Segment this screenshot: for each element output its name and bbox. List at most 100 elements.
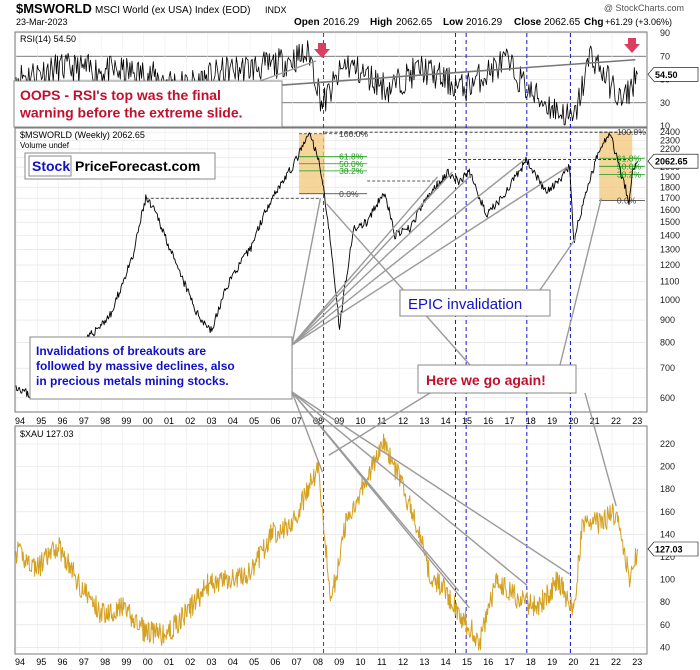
x-tick-label: 02 — [185, 416, 195, 426]
x-tick-label: 97 — [79, 657, 89, 667]
here-we-go-pointer — [326, 203, 471, 366]
msworld-series-line — [15, 132, 638, 400]
epic-text: EPIC invalidation — [408, 296, 522, 313]
x-tick-label: 11 — [377, 657, 386, 667]
y-tick-label: 2200 — [660, 144, 680, 154]
fib-label: 0.0% — [339, 189, 359, 199]
y-tick-label: 600 — [660, 393, 675, 403]
y-tick-label: 140 — [660, 529, 675, 539]
last-value-label: 127.03 — [655, 545, 683, 555]
arrow-down-icon — [314, 43, 330, 58]
x-tick-label: 09 — [334, 416, 344, 426]
fib-label: 61.8% — [339, 152, 364, 162]
y-tick-label: 1600 — [660, 205, 680, 215]
x-tick-label: 94 — [15, 416, 25, 426]
chart-exchange: INDX — [265, 5, 287, 15]
invalidations-text: Invalidations of breakouts are followed b… — [36, 344, 235, 388]
y-tick-label: 160 — [660, 507, 675, 517]
x-tick-label: 14 — [441, 657, 451, 667]
x-tick-label: 20 — [568, 657, 578, 667]
x-tick-label: 99 — [121, 657, 131, 667]
x-tick-label: 15 — [462, 657, 472, 667]
x-tick-label: 12 — [398, 657, 408, 667]
fib-layer: 100.0%61.8%50.0%38.2%0.0%100.0%61.8%50.0… — [145, 127, 646, 206]
y-tick-label: 2400 — [660, 127, 680, 137]
y-tick-label: 200 — [660, 462, 675, 472]
chart-date: 23-Mar-2023 — [16, 17, 68, 27]
y-tick-label: 2300 — [660, 135, 680, 145]
x-tick-label: 08 — [313, 416, 323, 426]
y-tick-label: 10 — [660, 121, 670, 131]
x-tick-label: 05 — [249, 657, 259, 667]
x-tick-label: 03 — [207, 416, 217, 426]
high-label: High — [370, 17, 392, 28]
invalidation-pointer — [291, 391, 528, 586]
fib-label: 38.2% — [339, 166, 364, 176]
y-tick-label: 1500 — [660, 217, 680, 227]
x-tick-label: 03 — [207, 657, 217, 667]
x-tick-label: 04 — [228, 657, 238, 667]
x-tick-label: 96 — [58, 416, 68, 426]
rsi-warning-text: OOPS - RSI's top was the final warning be… — [19, 87, 243, 121]
x-tick-label: 17 — [505, 416, 515, 426]
last-value-label: 2062.65 — [655, 157, 688, 167]
x-tick-label: 07 — [292, 657, 302, 667]
here-we-go-text: Here we go again! — [426, 372, 546, 388]
low-label: Low — [443, 17, 463, 28]
x-tick-label: 15 — [462, 416, 472, 426]
logo-priceforecast: PriceForecast.com — [75, 158, 200, 174]
x-tick-label: 07 — [292, 416, 302, 426]
fib-label: 38.2% — [617, 169, 642, 179]
open-value: 2016.29 — [323, 17, 360, 28]
rsi-panel-frame — [14, 31, 648, 128]
x-tick-label: 98 — [100, 657, 110, 667]
x-tick-label: 18 — [526, 416, 536, 426]
low-value: 2016.29 — [466, 17, 503, 28]
y-tick-label: 700 — [660, 363, 675, 373]
price-panel-frame — [14, 127, 648, 413]
y-tick-label: 1000 — [660, 295, 680, 305]
x-tick-label: 23 — [632, 657, 642, 667]
high-value: 2062.65 — [396, 17, 433, 28]
y-tick-label: 180 — [660, 484, 675, 494]
last-value-label: 54.50 — [655, 70, 678, 80]
series-layer — [15, 40, 638, 651]
x-tick-label: 06 — [270, 657, 280, 667]
fib-label: 0.0% — [617, 196, 637, 206]
last-value-tag — [647, 541, 699, 557]
callout-line: in precious metals mining stocks. — [36, 374, 229, 388]
logo: Stock PriceForecast.com — [24, 152, 216, 180]
event-lines-layer — [323, 33, 571, 653]
callout-line: warning before the extreme slide. — [19, 105, 243, 121]
y-tick-label: 60 — [660, 620, 670, 630]
x-tick-label: 12 — [398, 416, 408, 426]
x-tick-label: 20 — [568, 416, 578, 426]
y-tick-label: 90 — [660, 28, 670, 38]
fib-label: 50.0% — [339, 159, 364, 169]
x-tick-label: 17 — [505, 657, 515, 667]
y-tick-label: 30 — [660, 98, 670, 108]
fib-label: 100.0% — [339, 129, 368, 139]
y-tick-label: 1100 — [660, 277, 679, 287]
x-tick-label: 08 — [313, 657, 323, 667]
x-tick-label: 22 — [611, 416, 621, 426]
close-label: Close — [514, 17, 542, 28]
chart-index-name: MSCI World (ex USA) Index (EOD) — [95, 5, 250, 16]
x-tick-label: 23 — [632, 416, 642, 426]
source-credit: @ StockCharts.com — [604, 3, 684, 13]
y-tick-label: 1700 — [660, 193, 680, 203]
x-tick-label: 19 — [547, 657, 557, 667]
epic-callout: EPIC invalidation — [399, 289, 551, 317]
y-tick-label: 1300 — [660, 245, 680, 255]
x-tick-label: 21 — [590, 657, 600, 667]
open-label: Open — [294, 17, 320, 28]
x-tick-label: 02 — [185, 657, 195, 667]
y-tick-label: 1900 — [660, 172, 680, 182]
y-tick-label: 1400 — [660, 230, 680, 240]
epic-pointer — [539, 237, 577, 291]
invalidation-pointer — [291, 159, 526, 346]
y-tick-label: 70 — [660, 51, 670, 61]
y-tick-label: 100 — [660, 575, 675, 585]
callout-line: OOPS - RSI's top was the final — [20, 87, 221, 103]
x-tick-label: 14 — [441, 416, 451, 426]
